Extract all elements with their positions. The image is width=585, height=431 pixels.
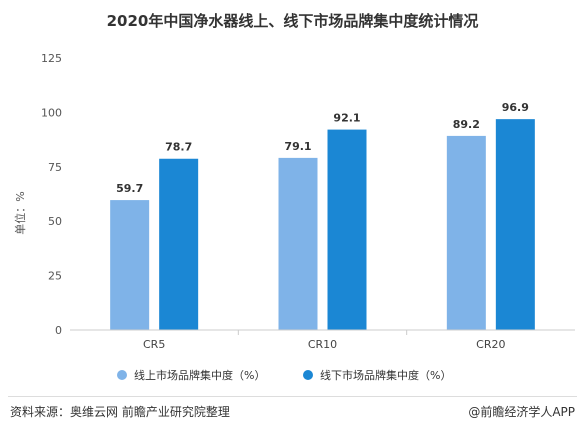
- data-label-cr20-series-1: 89.2: [453, 118, 480, 131]
- bars: 59.7 78.7 79.1 92.1 89.2 96.9: [110, 101, 535, 330]
- bar-cr20-series-1: [446, 135, 486, 330]
- footer-divider: [8, 396, 577, 397]
- bar-cr5-series-2: [159, 158, 199, 330]
- data-label-cr10-series-1: 79.1: [284, 140, 311, 153]
- y-tick-label-1: 25: [48, 270, 62, 283]
- x-tick-label-cr10: CR10: [308, 338, 337, 351]
- x-axis: CR5 CR10 CR20: [70, 329, 575, 351]
- x-tick-label-cr5: CR5: [143, 338, 165, 351]
- chart-title: 2020年中国净水器线上、线下市场品牌集中度统计情况: [106, 12, 479, 30]
- y-axis: 0 25 50 75 100 125: [41, 52, 62, 337]
- legend-label-series-2: 线下市场品牌集中度（%）: [320, 368, 451, 382]
- legend-label-series-1: 线上市场品牌集中度（%）: [134, 368, 265, 382]
- data-label-cr20-series-2: 96.9: [502, 101, 529, 114]
- bar-cr20-series-2: [495, 119, 535, 330]
- y-tick-label-4: 100: [41, 106, 62, 119]
- y-tick-label-5: 125: [41, 52, 62, 65]
- bar-cr10-series-1: [278, 157, 318, 330]
- legend: 线上市场品牌集中度（%） 线下市场品牌集中度（%）: [117, 368, 451, 382]
- legend-marker-series-2: [303, 370, 313, 380]
- y-tick-label-2: 50: [48, 215, 62, 228]
- y-tick-label-3: 75: [48, 161, 62, 174]
- y-axis-title: 单位：%: [13, 191, 27, 234]
- bar-cr5-series-1: [110, 200, 150, 330]
- bar-cr10-series-2: [327, 129, 367, 330]
- legend-marker-series-1: [117, 370, 127, 380]
- x-tick-label-cr20: CR20: [476, 338, 505, 351]
- credit-note: @前瞻经济学人APP: [468, 405, 575, 419]
- y-tick-label-0: 0: [55, 324, 62, 337]
- source-note: 资料来源：奥维云网 前瞻产业研究院整理: [10, 405, 230, 419]
- data-label-cr10-series-2: 92.1: [333, 112, 360, 125]
- data-label-cr5-series-1: 59.7: [116, 182, 143, 195]
- data-label-cr5-series-2: 78.7: [165, 141, 192, 154]
